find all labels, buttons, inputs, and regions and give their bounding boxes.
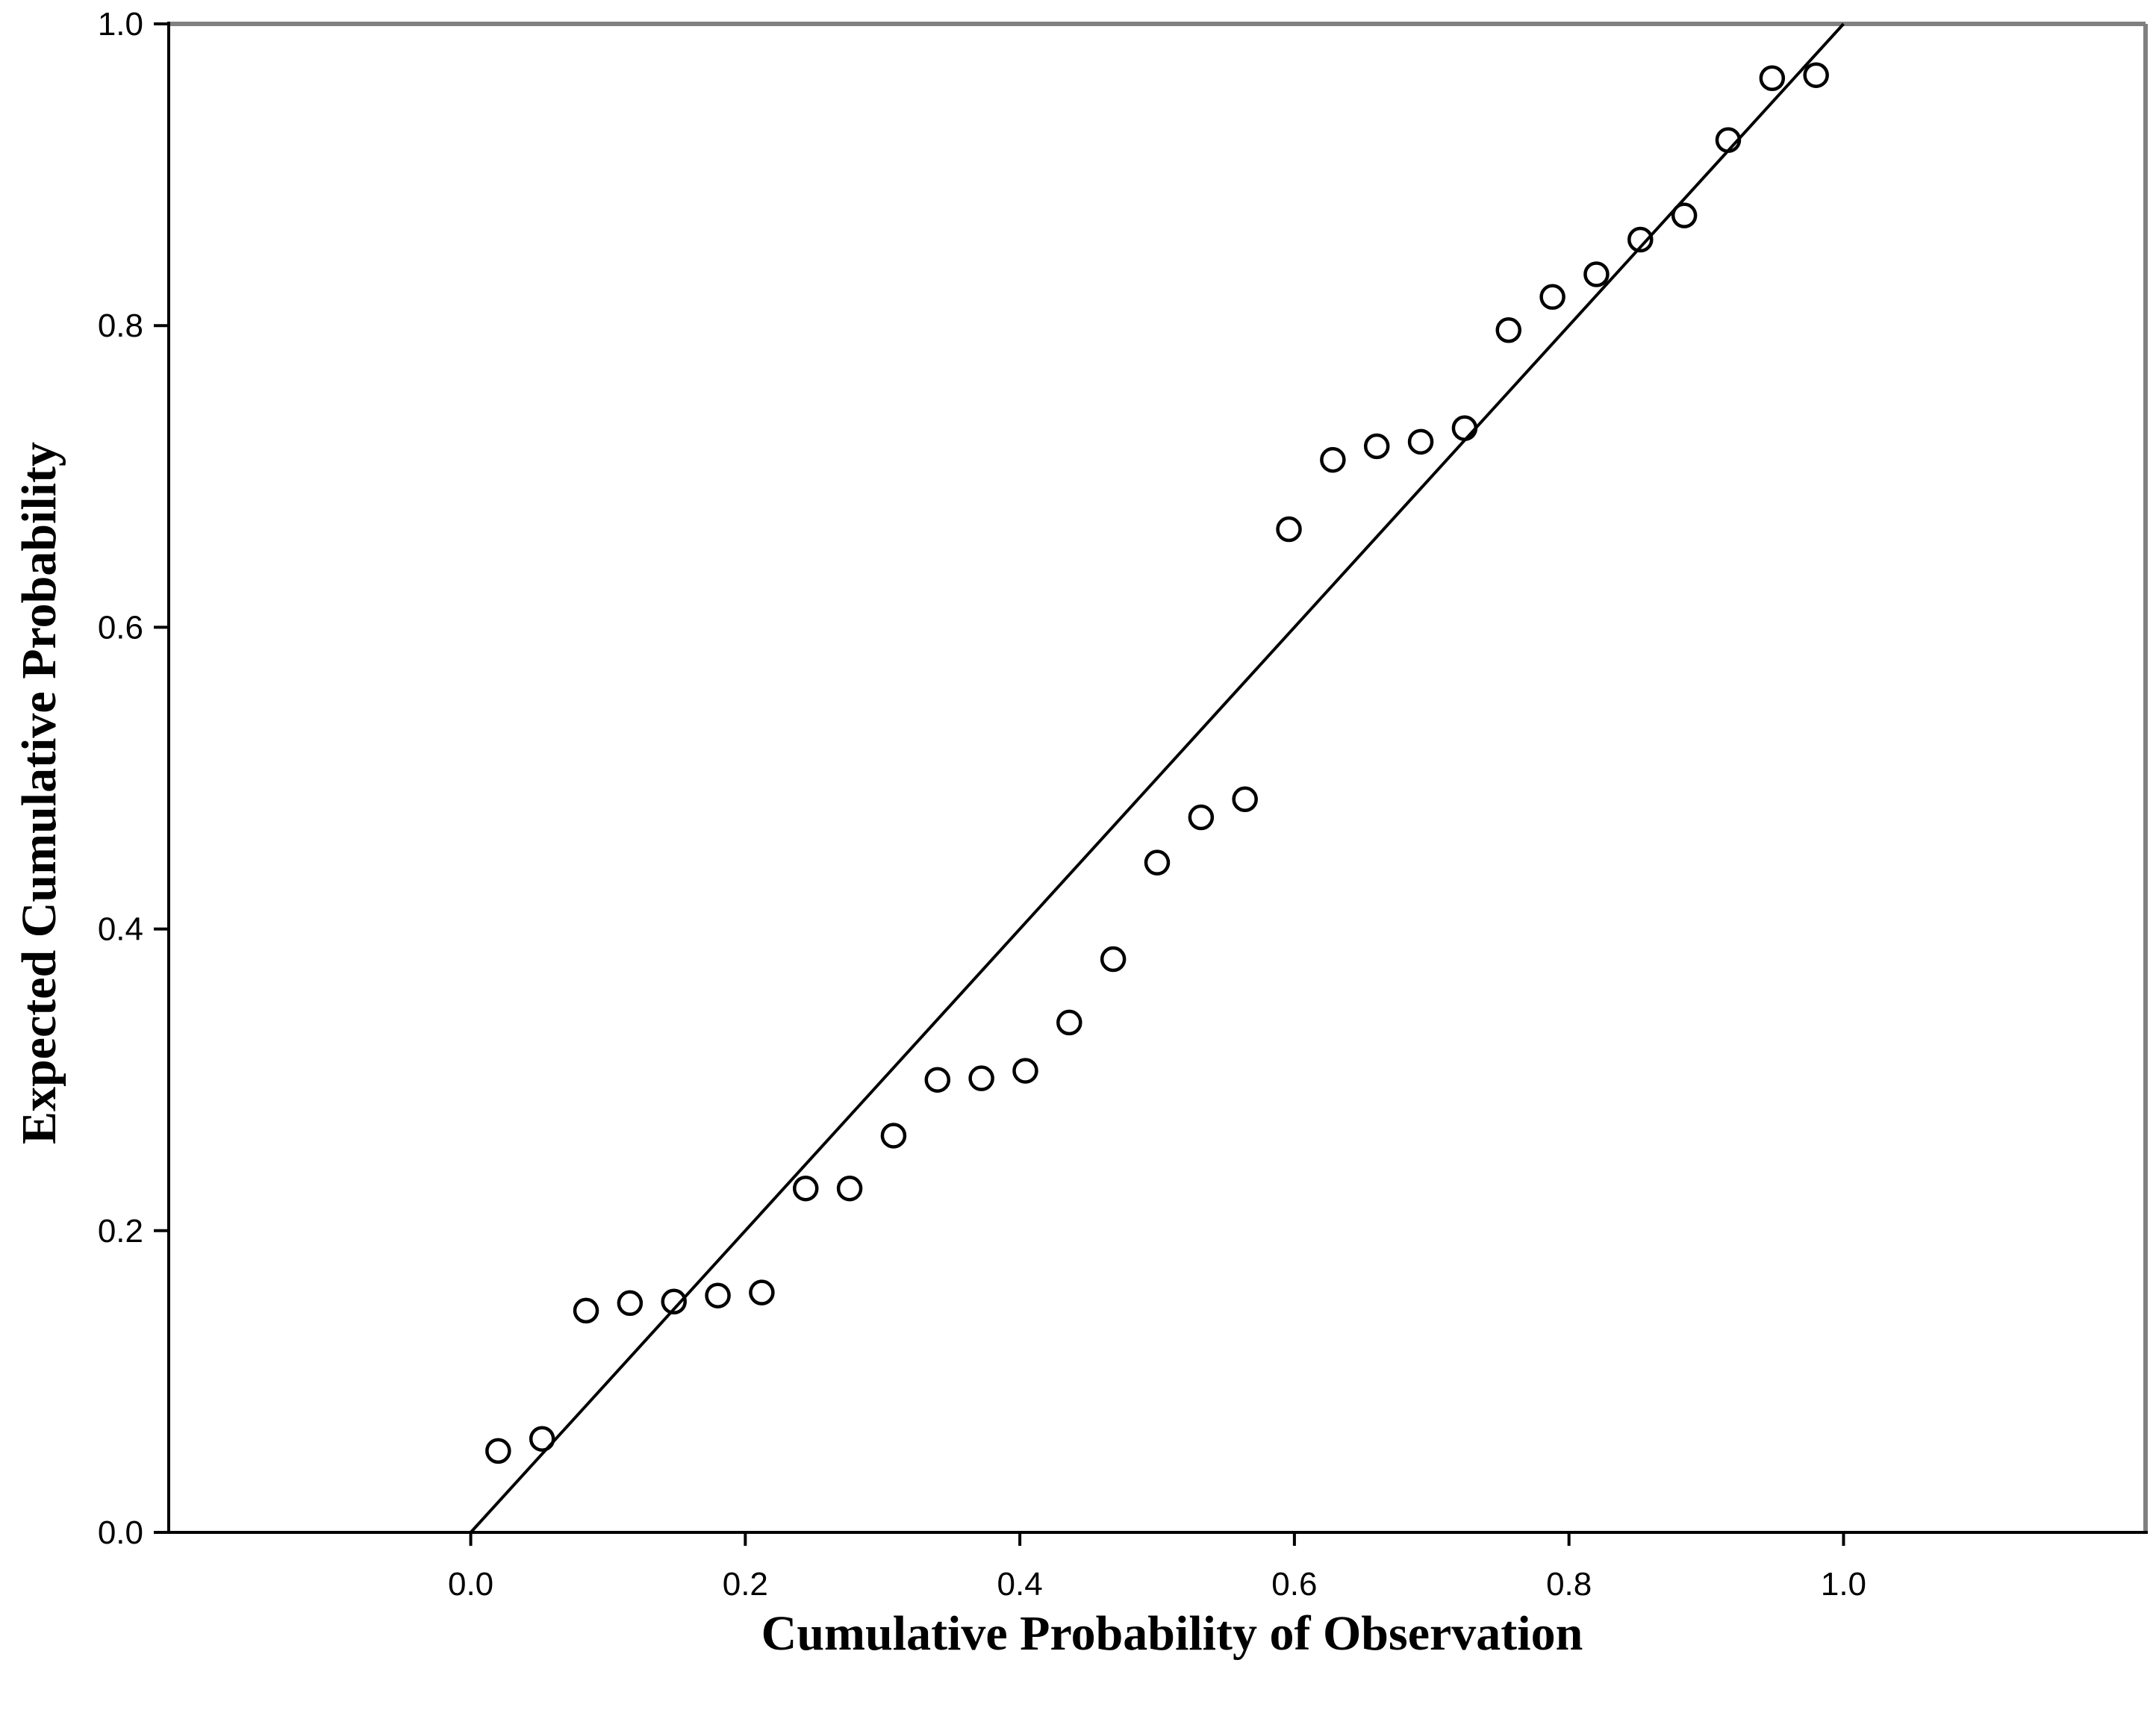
x-tick-label: 0.0 xyxy=(448,1566,493,1603)
x-axis-title: Cumulative Probability of Observation xyxy=(761,1606,1583,1661)
x-tick-label: 0.8 xyxy=(1546,1566,1592,1603)
y-tick-label: 0.8 xyxy=(98,308,143,344)
data-point xyxy=(1803,62,1829,88)
x-tick-label: 1.0 xyxy=(1821,1566,1866,1603)
data-point xyxy=(485,1438,511,1464)
data-point xyxy=(1407,428,1434,455)
data-point xyxy=(1276,516,1302,543)
data-point xyxy=(836,1175,863,1202)
plot-frame xyxy=(167,22,2148,1534)
y-axis-ticks: 0.0 0.2 0.4 0.6 0.8 1.0 xyxy=(98,6,169,1551)
data-point xyxy=(529,1426,555,1452)
data-point xyxy=(617,1290,644,1317)
data-point xyxy=(968,1065,994,1091)
data-point xyxy=(1188,804,1215,831)
y-tick-label: 0.0 xyxy=(98,1514,143,1551)
x-tick-label: 0.2 xyxy=(723,1566,768,1603)
x-tick-label: 0.4 xyxy=(997,1566,1043,1603)
data-point xyxy=(1100,946,1127,973)
data-point xyxy=(1539,284,1565,311)
y-axis-title: Expected Cumulative Probability xyxy=(12,442,66,1144)
data-point xyxy=(1759,65,1786,92)
x-tick-label: 0.6 xyxy=(1271,1566,1317,1603)
data-point xyxy=(1363,433,1390,460)
data-point xyxy=(573,1297,599,1324)
data-point xyxy=(1144,849,1171,876)
x-axis-ticks: 0.0 0.2 0.4 0.6 0.8 1.0 xyxy=(448,1532,1866,1603)
data-point xyxy=(1715,127,1742,153)
data-point xyxy=(705,1282,731,1308)
data-point xyxy=(792,1175,819,1202)
data-point xyxy=(749,1279,775,1305)
y-tick-label: 0.4 xyxy=(98,911,143,948)
data-point xyxy=(1012,1058,1038,1084)
data-point xyxy=(1495,317,1522,343)
y-tick-label: 0.6 xyxy=(98,609,143,646)
data-points xyxy=(485,62,1829,1464)
data-point xyxy=(1451,415,1478,441)
data-point xyxy=(924,1067,951,1093)
y-tick-label: 1.0 xyxy=(98,6,143,43)
reference-line-group xyxy=(470,22,1845,1534)
data-point xyxy=(1583,261,1610,287)
data-point xyxy=(1671,202,1698,228)
data-point xyxy=(661,1288,687,1315)
data-point xyxy=(1627,226,1654,253)
reference-line xyxy=(470,22,1845,1534)
data-point xyxy=(1232,786,1258,813)
data-point xyxy=(1320,446,1346,473)
data-point xyxy=(1056,1009,1082,1036)
data-point xyxy=(880,1123,907,1149)
y-tick-label: 0.2 xyxy=(98,1213,143,1249)
